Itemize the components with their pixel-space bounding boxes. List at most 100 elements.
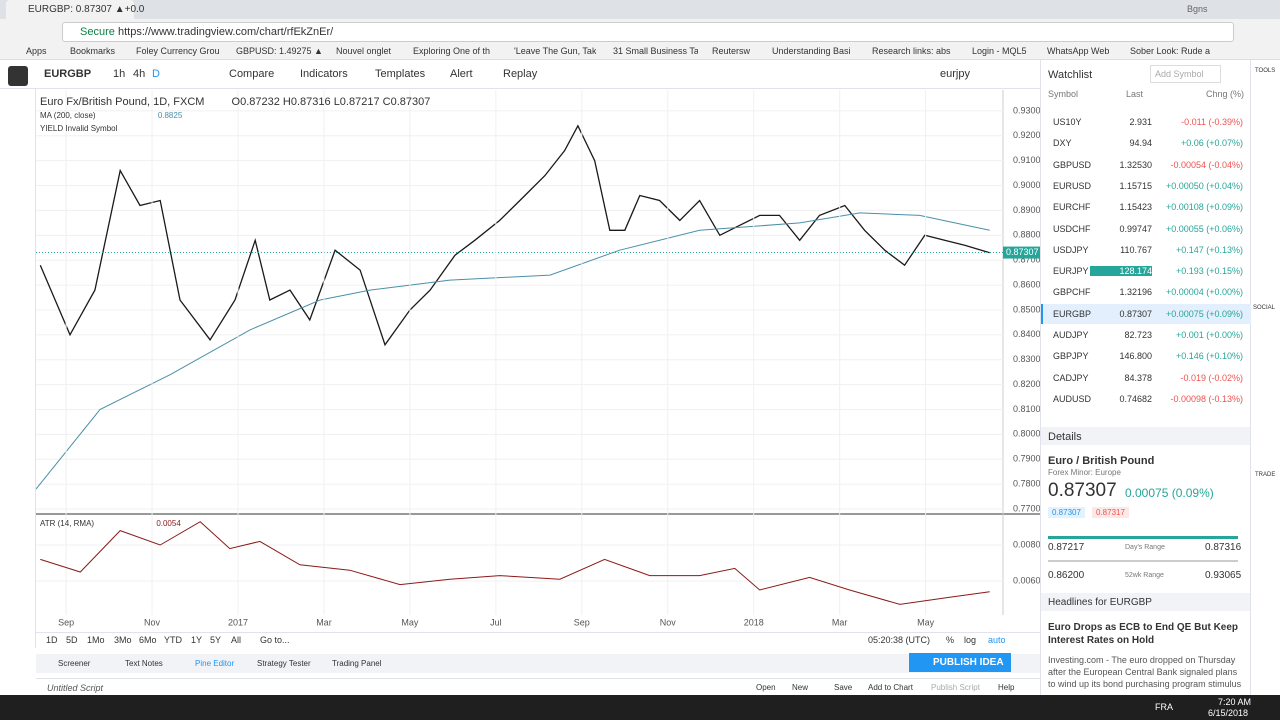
ma-name: MA (200, close) xyxy=(40,111,96,120)
bookmark[interactable]: Research links: abs xyxy=(872,46,951,56)
ohlc-high: H0.87316 xyxy=(282,96,331,108)
row-symbol[interactable]: GBPCHF xyxy=(1053,287,1091,298)
toolbar-button[interactable]: Templates xyxy=(375,68,426,80)
add-symbol[interactable]: Add Symbol xyxy=(1150,65,1221,83)
range-button[interactable]: 5D xyxy=(66,635,78,645)
row-change: +0.00055 (+0.06%) xyxy=(1165,223,1243,234)
row-symbol[interactable]: USDCHF xyxy=(1053,223,1091,234)
row-symbol[interactable]: EURUSD xyxy=(1053,180,1092,191)
row-symbol[interactable]: EURCHF xyxy=(1053,202,1091,213)
scale-toggle[interactable]: auto xyxy=(988,635,1006,645)
range-button[interactable]: All xyxy=(231,635,242,645)
x-tick-label: Mar xyxy=(832,617,848,627)
range-button[interactable]: 5Y xyxy=(210,635,222,645)
headline[interactable]: Euro Drops as ECB to End QE But Keep Int… xyxy=(1048,622,1239,646)
scale-toggle[interactable]: % xyxy=(946,635,955,645)
range-button[interactable]: YTD xyxy=(164,635,182,645)
row-symbol[interactable]: USDJPY xyxy=(1053,244,1089,255)
interval[interactable]: D xyxy=(152,68,160,80)
day-high: 0.87316 xyxy=(1205,542,1242,553)
bottom-tab[interactable]: Pine Editor xyxy=(195,659,235,668)
script-action[interactable]: Publish Script xyxy=(931,683,980,692)
row-last: 1.32530 xyxy=(1119,159,1152,170)
range-button[interactable]: 1Mo xyxy=(87,635,105,645)
row-symbol[interactable]: GBPUSD xyxy=(1053,159,1092,170)
bookmark[interactable]: Bookmarks xyxy=(70,46,116,56)
price: 0.87307 xyxy=(1048,480,1117,501)
bottom-tab[interactable]: Text Notes xyxy=(125,659,163,668)
bookmark[interactable]: Reutersw xyxy=(712,46,751,56)
row-last: 84.378 xyxy=(1124,372,1152,383)
headlines-title: Headlines for EURGBP xyxy=(1048,597,1152,608)
script-action[interactable]: New xyxy=(792,683,809,692)
script-action[interactable]: Open xyxy=(756,683,776,692)
row-symbol[interactable]: US10Y xyxy=(1053,117,1082,127)
bookmark[interactable]: Nouvel onglet xyxy=(336,46,392,56)
range-button[interactable]: 1D xyxy=(46,635,58,645)
bookmark[interactable]: 'Leave The Gun, Tak xyxy=(514,46,597,56)
bottom-tab[interactable]: Strategy Tester xyxy=(257,659,311,668)
url[interactable]: https://www.tradingview.com/chart/rfEkZn… xyxy=(118,26,334,38)
row-symbol[interactable]: EURJPY xyxy=(1053,266,1089,277)
bookmark[interactable]: Exploring One of th xyxy=(413,46,491,56)
row-symbol[interactable]: AUDJPY xyxy=(1053,330,1089,340)
y-tick-label: 0.0080 xyxy=(1013,539,1040,549)
toolbar-button[interactable]: Alert xyxy=(450,68,473,80)
row-symbol[interactable]: AUDUSD xyxy=(1053,393,1092,404)
script-action[interactable]: Save xyxy=(834,683,853,692)
bookmark[interactable]: GBPUSD: 1.49275 ▲ xyxy=(236,46,322,56)
bookmark[interactable]: Sober Look: Rude a xyxy=(1130,46,1211,56)
toolbar-button[interactable]: Compare xyxy=(229,68,275,80)
address-bar[interactable] xyxy=(62,22,1234,42)
row-last: 94.94 xyxy=(1129,138,1152,149)
tab-title[interactable]: EURGBP: 0.87307 ▲+0.0 xyxy=(28,4,145,15)
toolbar-button[interactable]: Indicators xyxy=(300,68,348,80)
pane-legend: Euro Fx/British Pound, 1D, FXCM O0.87232… xyxy=(40,96,430,108)
row-change: -0.019 (-0.02%) xyxy=(1180,372,1243,383)
bookmark[interactable]: Apps xyxy=(26,46,47,56)
publish-label[interactable]: PUBLISH IDEA xyxy=(933,657,1004,668)
top-toolbar xyxy=(0,60,1040,89)
logo[interactable] xyxy=(8,66,28,86)
script-name: Untitled Script xyxy=(47,683,104,693)
row-symbol[interactable]: EURGBP xyxy=(1053,308,1092,319)
atr-name: ATR (14, RMA) xyxy=(40,519,95,528)
col-change: Chng (%) xyxy=(1206,89,1245,99)
bookmark[interactable]: WhatsApp Web xyxy=(1047,46,1110,56)
row-change: +0.147 (+0.13%) xyxy=(1175,244,1243,255)
toolbar-button[interactable]: Replay xyxy=(503,68,538,80)
row-symbol[interactable]: CADJPY xyxy=(1053,372,1089,383)
publish-button[interactable] xyxy=(909,653,1011,672)
bottom-tab[interactable]: Screener xyxy=(58,659,91,668)
x-tick-label: 2017 xyxy=(228,617,248,627)
selected-row[interactable] xyxy=(1041,303,1251,324)
range-button[interactable]: 3Mo xyxy=(114,635,132,645)
script-action[interactable]: Help xyxy=(998,683,1015,692)
wk-high: 0.93065 xyxy=(1205,570,1242,581)
row-change: -0.00098 (-0.13%) xyxy=(1170,393,1243,404)
row-symbol[interactable]: GBPJPY xyxy=(1053,351,1089,362)
layout-name[interactable]: eurjpy xyxy=(940,68,970,80)
bottom-tab[interactable]: Trading Panel xyxy=(332,659,382,668)
interval[interactable]: 4h xyxy=(133,68,146,80)
script-action[interactable]: Add to Chart xyxy=(868,683,913,692)
interval[interactable]: 1h xyxy=(113,68,126,80)
bookmark[interactable]: 31 Small Business Ta xyxy=(613,46,698,56)
last-price-label: 0.87307 xyxy=(1006,247,1039,257)
symbol[interactable]: EURGBP xyxy=(44,68,92,80)
bookmark[interactable]: Foley Currency Grou xyxy=(136,46,220,56)
ma-value: 0.8825 xyxy=(157,111,183,120)
row-symbol[interactable]: DXY xyxy=(1053,138,1072,149)
ask: 0.87317 xyxy=(1092,507,1129,518)
range-button[interactable]: 1Y xyxy=(191,635,203,645)
bookmark[interactable]: Understanding Basi xyxy=(772,46,851,56)
range-button[interactable]: Go to... xyxy=(260,635,290,645)
tab[interactable] xyxy=(6,0,134,19)
scale-toggle[interactable]: log xyxy=(964,635,977,645)
bookmark[interactable]: Login - MQL5 xyxy=(972,46,1027,56)
range-button[interactable]: 6Mo xyxy=(139,635,157,645)
